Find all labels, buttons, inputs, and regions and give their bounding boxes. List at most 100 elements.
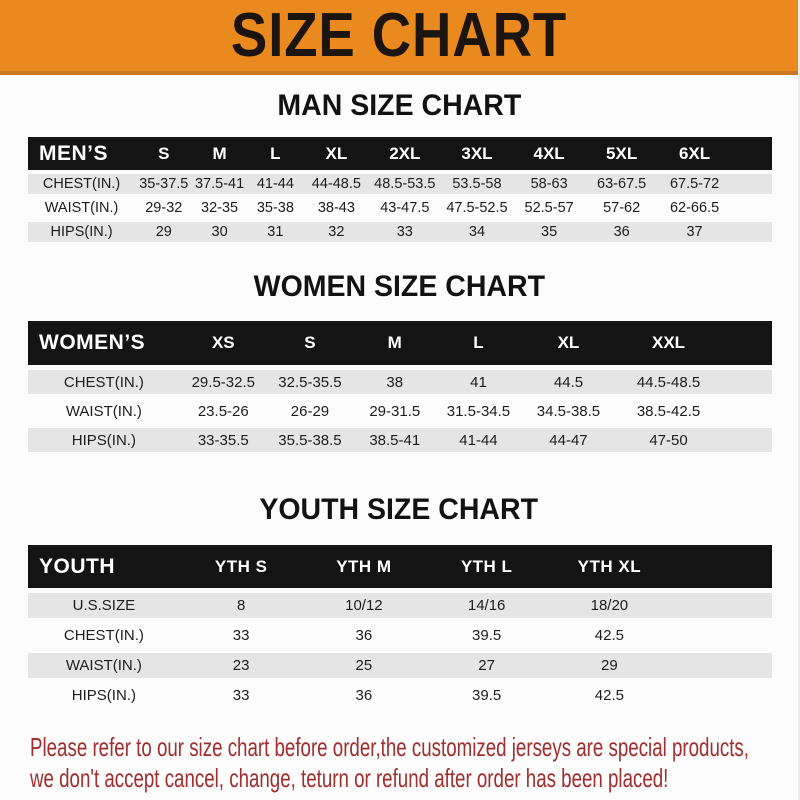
- youth-group-label: YOUTH: [28, 545, 180, 588]
- value-cell: 37: [658, 222, 731, 242]
- table-row: WAIST(IN.) 23.5-26 26-29 29-31.5 31.5-34.5 34…: [28, 399, 772, 423]
- value-cell: 38: [353, 370, 437, 394]
- men-section-heading: MAN SIZE CHART: [0, 89, 798, 123]
- size-tables-area: MAN SIZE CHART MEN’S S M L XL 2XL 3XL 4XL 5XL 6XL C…: [0, 89, 798, 713]
- table-row: HIPS(IN.) 33-35.5 35.5-38.5 38.5-41 41-44 44-…: [28, 428, 772, 452]
- youth-section-heading: YOUTH SIZE CHART: [0, 493, 798, 527]
- value-cell: 33: [232, 627, 250, 644]
- column-header-cell: L: [436, 321, 521, 365]
- table-row: WAIST(IN.) 23 25 27 29: [28, 653, 772, 678]
- spacer-cell: [670, 653, 772, 678]
- value-cell: 58-63: [513, 174, 586, 194]
- value-cell: 41-44: [246, 174, 304, 194]
- column-header-cell: YTH S: [179, 545, 303, 588]
- column-header-cell: YTH M: [302, 545, 426, 588]
- column-header-cell: 6XL: [658, 137, 731, 170]
- value-cell: 32.5-35.5: [266, 370, 354, 394]
- column-header-cell: 5XL: [585, 137, 659, 170]
- row-label-cell: U.S.SIZE: [28, 593, 180, 618]
- footer-line-2: we don't accept cancel, change, teturn o…: [30, 763, 669, 793]
- value-cell: 36: [355, 627, 373, 644]
- value-cell: 38.5-42.5: [636, 402, 701, 420]
- men-heading-text: MAN SIZE CHART: [277, 89, 521, 122]
- column-header-cell: 2XL: [368, 137, 441, 170]
- table-row: CHEST(IN.) 33 36 39.5 42.5: [28, 623, 772, 648]
- men-size-table: MEN’S S M L XL 2XL 3XL 4XL 5XL 6XL CHEST(IN.) 35-37…: [28, 133, 772, 246]
- men-header-row: MEN’S S M L XL 2XL 3XL 4XL 5XL 6XL: [28, 137, 772, 170]
- value-cell: 39.5: [472, 627, 502, 644]
- column-header-cell: XL: [520, 321, 617, 365]
- column-header-cell: YTH L: [425, 545, 549, 588]
- value-cell: 41: [436, 370, 521, 394]
- row-label-cell: WAIST(IN.): [44, 200, 119, 216]
- value-cell: 67.5-72: [658, 174, 731, 194]
- value-cell: 35-38: [256, 200, 294, 216]
- value-cell: 57-62: [603, 200, 641, 216]
- spacer-cell: [731, 222, 772, 242]
- value-cell: 23: [179, 653, 303, 678]
- value-cell: 38.5-41: [353, 428, 437, 452]
- column-header-cell: S: [266, 321, 354, 365]
- value-cell: 53.5-58: [440, 174, 514, 194]
- value-cell: 29: [135, 222, 193, 242]
- value-cell: 18/20: [548, 593, 671, 618]
- value-cell: 35.5-38.5: [266, 428, 354, 452]
- column-header-cell: YTH XL: [548, 545, 671, 588]
- value-cell: 36: [585, 222, 659, 242]
- table-row: HIPS(IN.) 33 36 39.5 42.5: [28, 683, 772, 708]
- spacer-cell: [670, 593, 772, 618]
- value-cell: 29-31.5: [369, 402, 421, 420]
- value-cell: 47.5-52.5: [446, 200, 508, 216]
- value-cell: 31.5-34.5: [446, 402, 511, 420]
- value-cell: 26-29: [290, 402, 330, 420]
- column-header-cell: 4XL: [513, 137, 586, 170]
- row-label-cell: CHEST(IN.): [63, 627, 144, 644]
- value-cell: 35-37.5: [135, 174, 193, 194]
- value-cell: 29: [548, 653, 671, 678]
- value-cell: 29-32: [145, 200, 183, 216]
- table-row: CHEST(IN.) 29.5-32.5 32.5-35.5 38 41 44.5 44.5…: [28, 370, 772, 394]
- value-cell: 10/12: [302, 593, 426, 618]
- spacer-cell: [720, 428, 772, 452]
- value-cell: 25: [302, 653, 426, 678]
- row-label-cell: WAIST(IN.): [28, 653, 180, 678]
- women-size-table: WOMEN’S XS S M L XL XXL CHEST(IN.) 29.5-32.5 32.5…: [28, 316, 772, 457]
- value-cell: 36: [355, 687, 373, 704]
- youth-heading-text: YOUTH SIZE CHART: [259, 493, 539, 526]
- column-header-cell: XL: [304, 137, 369, 170]
- spacer-cell: [731, 198, 772, 218]
- table-row: WAIST(IN.) 29-32 32-35 35-38 38-43 43-47.5 47.…: [28, 198, 772, 218]
- spacer-cell: [670, 545, 772, 588]
- spacer-cell: [671, 623, 772, 648]
- value-cell: 44.5-48.5: [616, 370, 721, 394]
- value-cell: 42.5: [594, 627, 624, 644]
- row-label-cell: HIPS(IN.): [28, 222, 136, 242]
- value-cell: 29.5-32.5: [179, 370, 267, 394]
- men-group-label: MEN’S: [28, 137, 136, 170]
- value-cell: 44-48.5: [304, 174, 369, 194]
- value-cell: 41-44: [436, 428, 521, 452]
- value-cell: 34.5-38.5: [536, 402, 601, 420]
- footer-line-1: Please refer to our size chart before or…: [30, 732, 749, 762]
- value-cell: 39.5: [472, 687, 502, 704]
- value-cell: 44-47: [520, 428, 617, 452]
- value-cell: 14/16: [425, 593, 549, 618]
- value-cell: 33: [232, 687, 250, 704]
- youth-size-table: YOUTH YTH S YTH M YTH L YTH XL U.S.SIZE 8 10/12…: [28, 540, 772, 713]
- value-cell: 37.5-41: [192, 174, 247, 194]
- value-cell: 32: [304, 222, 369, 242]
- value-cell: 23.5-26: [197, 402, 249, 420]
- spacer-cell: [731, 174, 772, 194]
- footer-note: Please refer to our size chart before or…: [30, 732, 798, 794]
- table-row: CHEST(IN.) 35-37.5 37.5-41 41-44 44-48.5 48.5…: [28, 174, 772, 194]
- spacer-cell: [720, 321, 772, 365]
- column-header-cell: M: [353, 321, 437, 365]
- value-cell: 38-43: [317, 200, 355, 216]
- value-cell: 30: [192, 222, 247, 242]
- spacer-cell: [731, 137, 772, 170]
- women-header-row: WOMEN’S XS S M L XL XXL: [28, 321, 772, 365]
- column-header-cell: L: [246, 137, 304, 170]
- table-row: HIPS(IN.) 29 30 31 32 33 34 35 36 37: [28, 222, 772, 242]
- value-cell: 33: [368, 222, 441, 242]
